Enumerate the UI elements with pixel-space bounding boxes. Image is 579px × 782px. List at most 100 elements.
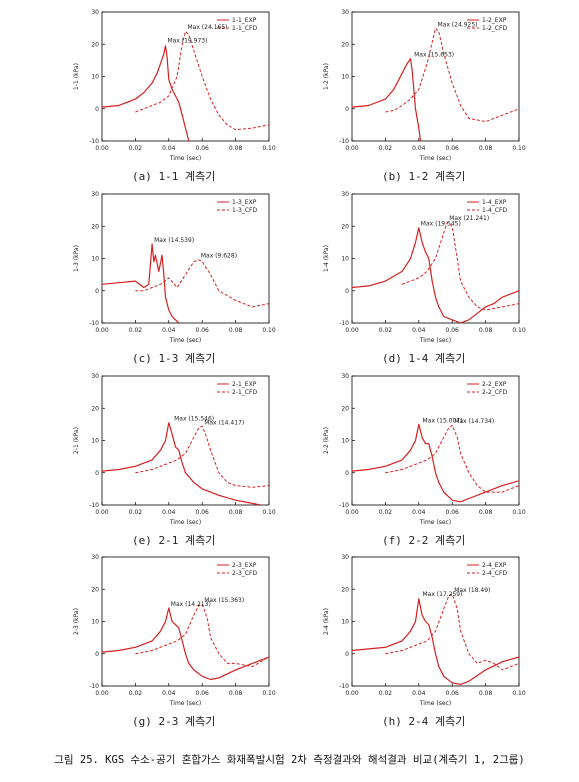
chart-2-4: 0.00 0.02 0.04 0.06 0.08 0.10 -10 0 10 20 30 Time (… [323,554,526,707]
x-axis-label: Time (sec) [419,700,451,707]
x-axis-label: Time (sec) [169,519,201,526]
x-tick-label: 0.10 [262,509,276,516]
x-tick-label: 0.02 [379,327,393,334]
y-tick-label: 30 [341,373,349,380]
subcaption: (g) 2-3 계측기 [132,715,216,728]
x-tick-label: 0.10 [512,145,526,152]
series-line-2-1_EXP [102,422,261,505]
y-tick-label: -10 [89,502,99,509]
y-tick-label: 0 [95,651,99,658]
x-tick-label: 0.06 [196,509,210,516]
x-tick-label: 0.10 [262,690,276,697]
x-axis-label: Time (sec) [169,337,201,344]
series-line-2-2_EXP [352,423,519,503]
chart-1-4: 0.00 0.02 0.04 0.06 0.08 0.10 -10 0 10 20 30 Time (… [323,191,526,344]
legend-entry: 2-4_EXP [482,562,507,569]
x-tick-label: 0.06 [446,509,460,516]
x-tick-label: 0.00 [95,145,109,152]
x-tick-label: 0.02 [129,327,143,334]
x-tick-label: 0.08 [229,690,243,697]
y-tick-label: 10 [91,74,99,81]
x-tick-label: 0.06 [196,145,210,152]
x-tick-label: 0.02 [129,690,143,697]
x-tick-label: 0.10 [512,327,526,334]
x-tick-label: 0.10 [512,690,526,697]
y-tick-label: 30 [341,9,349,16]
y-tick-label: 0 [345,470,349,477]
legend-entry: 2-4_CFD [482,570,507,577]
y-tick-label: 10 [341,438,349,445]
subcaption: (b) 1-2 계측기 [382,170,466,183]
x-tick-label: 0.04 [162,690,176,697]
figure-caption: 그림 25. KGS 수소-공기 혼합가스 화재폭발시험 2차 측정결과와 해석… [54,754,525,766]
x-tick-label: 0.04 [412,509,426,516]
y-axis-label: 2-1 (kPa) [73,427,80,454]
y-axis-label: 2-3 (kPa) [73,608,80,635]
x-tick-label: 0.10 [262,145,276,152]
y-axis-label: 1-2 (kPa) [323,63,330,90]
legend-entry: 1-4_EXP [482,199,507,206]
x-tick-label: 0.00 [345,327,359,334]
y-tick-label: 0 [345,106,349,113]
x-tick-label: 0.04 [162,145,176,152]
series-line-2-3_CFD [135,603,269,668]
chart-1-3: 0.00 0.02 0.04 0.06 0.08 0.10 -10 0 10 20 30 Time (… [73,191,276,344]
y-tick-label: 30 [91,191,99,198]
subcaption: (e) 2-1 계측기 [132,534,216,547]
x-tick-label: 0.08 [479,327,493,334]
max-annotation: Max (24.925) [438,21,478,28]
legend-entry: 1-2_CFD [482,25,507,32]
series-line-1-2_EXP [352,58,422,141]
max-annotation: Max (14.213) [171,601,211,608]
x-tick-label: 0.06 [196,690,210,697]
max-annotation: Max (18.49) [454,587,490,594]
x-tick-label: 0.02 [379,690,393,697]
max-annotation: Max (14.734) [454,418,494,425]
y-axis-label: 1-3 (kPa) [73,245,80,272]
legend-entry: 1-1_CFD [232,25,257,32]
max-annotation: Max (15.363) [204,597,244,604]
y-tick-label: 0 [95,288,99,295]
series-line-1-1_CFD [135,30,269,131]
y-tick-label: 10 [341,74,349,81]
max-annotation: Max (15.007) [422,417,462,424]
x-tick-label: 0.02 [379,145,393,152]
y-tick-label: -10 [89,683,99,690]
series-line-1-3_EXP [102,243,180,323]
max-annotation: Max (19.973) [167,37,207,44]
y-tick-label: 30 [341,554,349,561]
x-axis-label: Time (sec) [419,337,451,344]
series-line-1-4_EXP [352,227,519,323]
y-axis-label: 2-4 (kPa) [323,608,330,635]
x-axis-label: Time (sec) [419,155,451,162]
y-tick-label: 0 [345,288,349,295]
y-tick-label: 10 [341,619,349,626]
x-tick-label: 0.06 [446,145,460,152]
x-tick-label: 0.10 [512,509,526,516]
y-tick-label: 0 [95,106,99,113]
series-line-2-2_CFD [385,424,519,493]
subcaption: (h) 2-4 계측기 [382,715,466,728]
series-line-2-3_EXP [102,607,269,681]
x-tick-label: 0.08 [479,690,493,697]
legend-entry: 2-2_CFD [482,389,507,396]
y-tick-label: -10 [339,502,349,509]
y-tick-label: 20 [341,41,349,48]
y-tick-label: 30 [341,191,349,198]
y-tick-label: 0 [345,651,349,658]
x-tick-label: 0.00 [345,690,359,697]
y-tick-label: 30 [91,9,99,16]
series-line-1-2_CFD [385,27,519,123]
subcaption: (f) 2-2 계측기 [382,534,466,547]
x-tick-label: 0.08 [229,145,243,152]
y-tick-label: 10 [91,438,99,445]
chart-1-1: 0.00 0.02 0.04 0.06 0.08 0.10 -10 0 10 20 30 Time (… [73,9,276,162]
x-tick-label: 0.10 [262,327,276,334]
y-tick-label: 20 [91,223,99,230]
chart-1-2: 0.00 0.02 0.04 0.06 0.08 0.10 -10 0 10 20 30 Time (… [323,9,526,162]
x-tick-label: 0.08 [229,509,243,516]
x-tick-label: 0.00 [345,509,359,516]
x-tick-label: 0.02 [379,509,393,516]
max-annotation: Max (15.546) [174,416,214,423]
